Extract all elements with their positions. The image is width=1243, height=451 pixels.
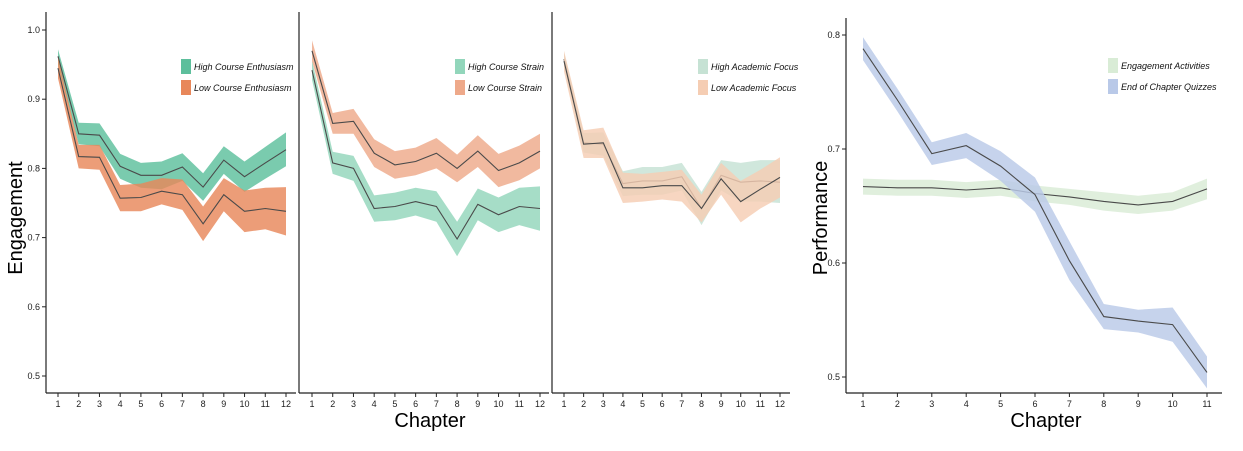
x-tick-label: 2 (330, 399, 335, 409)
x-tick-label: 1 (860, 399, 865, 409)
low-course-enthusiasm-mean-line (57, 67, 287, 225)
x-tick-label: 12 (535, 399, 545, 409)
low-academic-focus-band (564, 50, 780, 223)
x-tick-label: 5 (138, 399, 143, 409)
y-tick-label: 1.0 (27, 25, 40, 35)
engagement-activities-legend-swatch (1108, 58, 1118, 73)
x-tick-label: 6 (1032, 399, 1037, 409)
x-tick-label: 8 (699, 399, 704, 409)
low-course-strain-legend-swatch (455, 80, 465, 95)
low-academic-focus-mean-line (563, 60, 781, 210)
x-tick-label: 3 (351, 399, 356, 409)
engagement-activities-legend-label: Engagement Activities (1121, 61, 1210, 71)
x-tick-label: 7 (679, 399, 684, 409)
y-tick-label: 0.6 (827, 258, 840, 268)
x-tick-label: 8 (201, 399, 206, 409)
x-tick-label: 5 (640, 399, 645, 409)
x-tick-label: 7 (434, 399, 439, 409)
x-tick-label: 10 (1168, 399, 1178, 409)
end-of-chapter-quizzes-legend-label: End of Chapter Quizzes (1121, 82, 1217, 92)
x-tick-label: 1 (309, 399, 314, 409)
x-tick-label: 10 (240, 399, 250, 409)
x-tick-label: 3 (601, 399, 606, 409)
x-tick-label: 9 (719, 399, 724, 409)
y-tick-label: 0.8 (27, 163, 40, 173)
x-tick-label: 6 (413, 399, 418, 409)
x-tick-label: 8 (455, 399, 460, 409)
high-course-strain-mean-line (311, 69, 541, 241)
x-tick-label: 10 (736, 399, 746, 409)
x-tick-label: 1 (561, 399, 566, 409)
x-tick-label: 3 (97, 399, 102, 409)
y-tick-label: 0.9 (27, 94, 40, 104)
x-tick-label: 5 (392, 399, 397, 409)
x-tick-label: 6 (159, 399, 164, 409)
x-tick-label: 11 (515, 399, 524, 409)
high-course-enthusiasm-legend-label: High Course Enthusiasm (194, 62, 294, 72)
low-course-strain-legend-label: Low Course Strain (468, 83, 542, 93)
x-tick-label: 11 (261, 399, 270, 409)
x-tick-label: 10 (494, 399, 504, 409)
end-of-chapter-quizzes-mean-line (862, 48, 1208, 373)
left-x-axis-label: Chapter (394, 410, 465, 432)
x-tick-label: 7 (180, 399, 185, 409)
end-of-chapter-quizzes-legend-swatch (1108, 79, 1118, 94)
x-tick-label: 11 (1202, 399, 1211, 409)
engagement-y-axis-label: Engagement (5, 161, 27, 275)
x-tick-label: 7 (1067, 399, 1072, 409)
x-tick-label: 2 (76, 399, 81, 409)
low-course-strain-band (312, 40, 540, 188)
x-tick-label: 2 (895, 399, 900, 409)
x-tick-label: 4 (118, 399, 123, 409)
x-tick-label: 8 (1101, 399, 1106, 409)
right-x-axis-label: Chapter (1010, 410, 1081, 432)
x-tick-label: 9 (221, 399, 226, 409)
x-tick-label: 2 (581, 399, 586, 409)
low-course-enthusiasm-band (58, 57, 286, 242)
x-tick-label: 4 (964, 399, 969, 409)
high-course-strain-legend-swatch (455, 59, 465, 74)
y-tick-label: 0.7 (827, 144, 840, 154)
x-tick-label: 4 (620, 399, 625, 409)
x-tick-label: 9 (475, 399, 480, 409)
high-course-enthusiasm-band (58, 49, 286, 201)
x-tick-label: 12 (775, 399, 785, 409)
x-tick-label: 6 (660, 399, 665, 409)
y-tick-label: 0.8 (827, 30, 840, 40)
performance-panel: 1 2 3 4 5 6 7 8 9 10 11 0.5 0.6 0.7 0.8 Engagement Acti… (827, 18, 1222, 409)
low-course-strain-mean-line (311, 50, 541, 172)
high-academic-focus-legend-swatch (698, 59, 708, 74)
low-course-enthusiasm-legend-swatch (181, 80, 191, 95)
high-course-strain-legend-label: High Course Strain (468, 62, 544, 72)
y-tick-label: 0.6 (27, 302, 40, 312)
x-tick-label: 5 (998, 399, 1003, 409)
y-tick-label: 0.5 (827, 372, 840, 382)
high-course-enthusiasm-mean-line (57, 56, 287, 188)
x-tick-label: 1 (55, 399, 60, 409)
x-tick-label: 3 (929, 399, 934, 409)
high-course-enthusiasm-legend-swatch (181, 59, 191, 74)
x-tick-label: 4 (372, 399, 377, 409)
low-course-enthusiasm-legend-label: Low Course Enthusiasm (194, 83, 292, 93)
performance-y-axis-label: Performance (810, 161, 832, 276)
x-tick-label: 11 (756, 399, 765, 409)
y-tick-label: 0.5 (27, 371, 40, 381)
x-tick-label: 12 (281, 399, 291, 409)
low-academic-focus-legend-label: Low Academic Focus (711, 83, 797, 93)
x-tick-label: 9 (1136, 399, 1141, 409)
y-tick-label: 0.7 (27, 233, 40, 243)
low-academic-focus-legend-swatch (698, 80, 708, 95)
high-academic-focus-legend-label: High Academic Focus (711, 62, 799, 72)
